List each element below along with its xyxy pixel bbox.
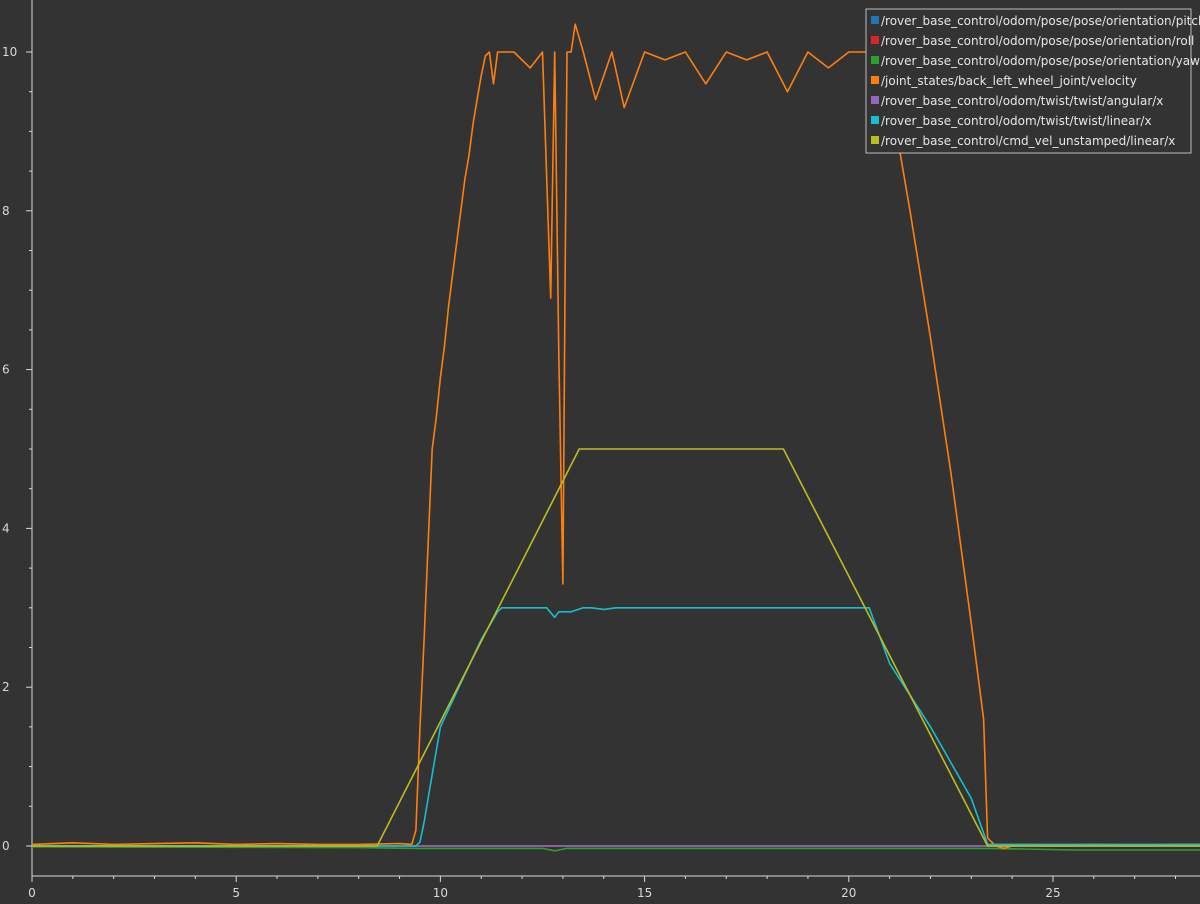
legend[interactable]: /rover_base_control/odom/pose/pose/orien… <box>865 8 1200 154</box>
y-tick-label: 0 <box>2 839 10 853</box>
series-line-5 <box>32 606 1200 847</box>
x-tick-label: 20 <box>841 886 856 900</box>
legend-swatch <box>871 116 879 124</box>
legend-swatch <box>871 16 879 24</box>
legend-label-2[interactable]: /rover_base_control/odom/pose/pose/orien… <box>881 54 1200 68</box>
y-tick-label: 2 <box>2 680 10 694</box>
x-tick-label: 25 <box>1045 886 1060 900</box>
legend-swatch <box>871 56 879 64</box>
legend-swatch <box>871 136 879 144</box>
legend-label-0[interactable]: /rover_base_control/odom/pose/pose/orien… <box>881 14 1200 28</box>
legend-label-1[interactable]: /rover_base_control/odom/pose/pose/orien… <box>881 34 1194 48</box>
series-line-2 <box>31 845 1200 852</box>
legend-label-3[interactable]: /joint_states/back_left_wheel_joint/velo… <box>881 74 1137 88</box>
legend-box <box>865 8 1192 154</box>
legend-label-4[interactable]: /rover_base_control/odom/twist/twist/ang… <box>881 94 1163 108</box>
legend-label-6[interactable]: /rover_base_control/cmd_vel_unstamped/li… <box>881 134 1175 148</box>
y-tick-label: 8 <box>2 204 10 218</box>
x-tick-label: 15 <box>637 886 652 900</box>
y-tick-label: 10 <box>2 45 17 59</box>
legend-swatch <box>871 76 879 84</box>
x-tick-label: 5 <box>232 886 240 900</box>
series-layer <box>31 23 1200 852</box>
y-tick-label: 4 <box>2 521 10 535</box>
legend-swatch <box>871 96 879 104</box>
x-tick-label: 10 <box>433 886 448 900</box>
legend-swatch <box>871 36 879 44</box>
series-line-6 <box>32 448 1200 847</box>
x-tick-label: 0 <box>28 886 36 900</box>
series-line-3 <box>31 23 1200 850</box>
legend-label-5[interactable]: /rover_base_control/odom/twist/twist/lin… <box>881 114 1152 128</box>
y-tick-label: 6 <box>2 363 10 377</box>
axis-ticks: 0 5 10 15 20 25 0 2 4 6 8 10 <box>2 45 1176 900</box>
